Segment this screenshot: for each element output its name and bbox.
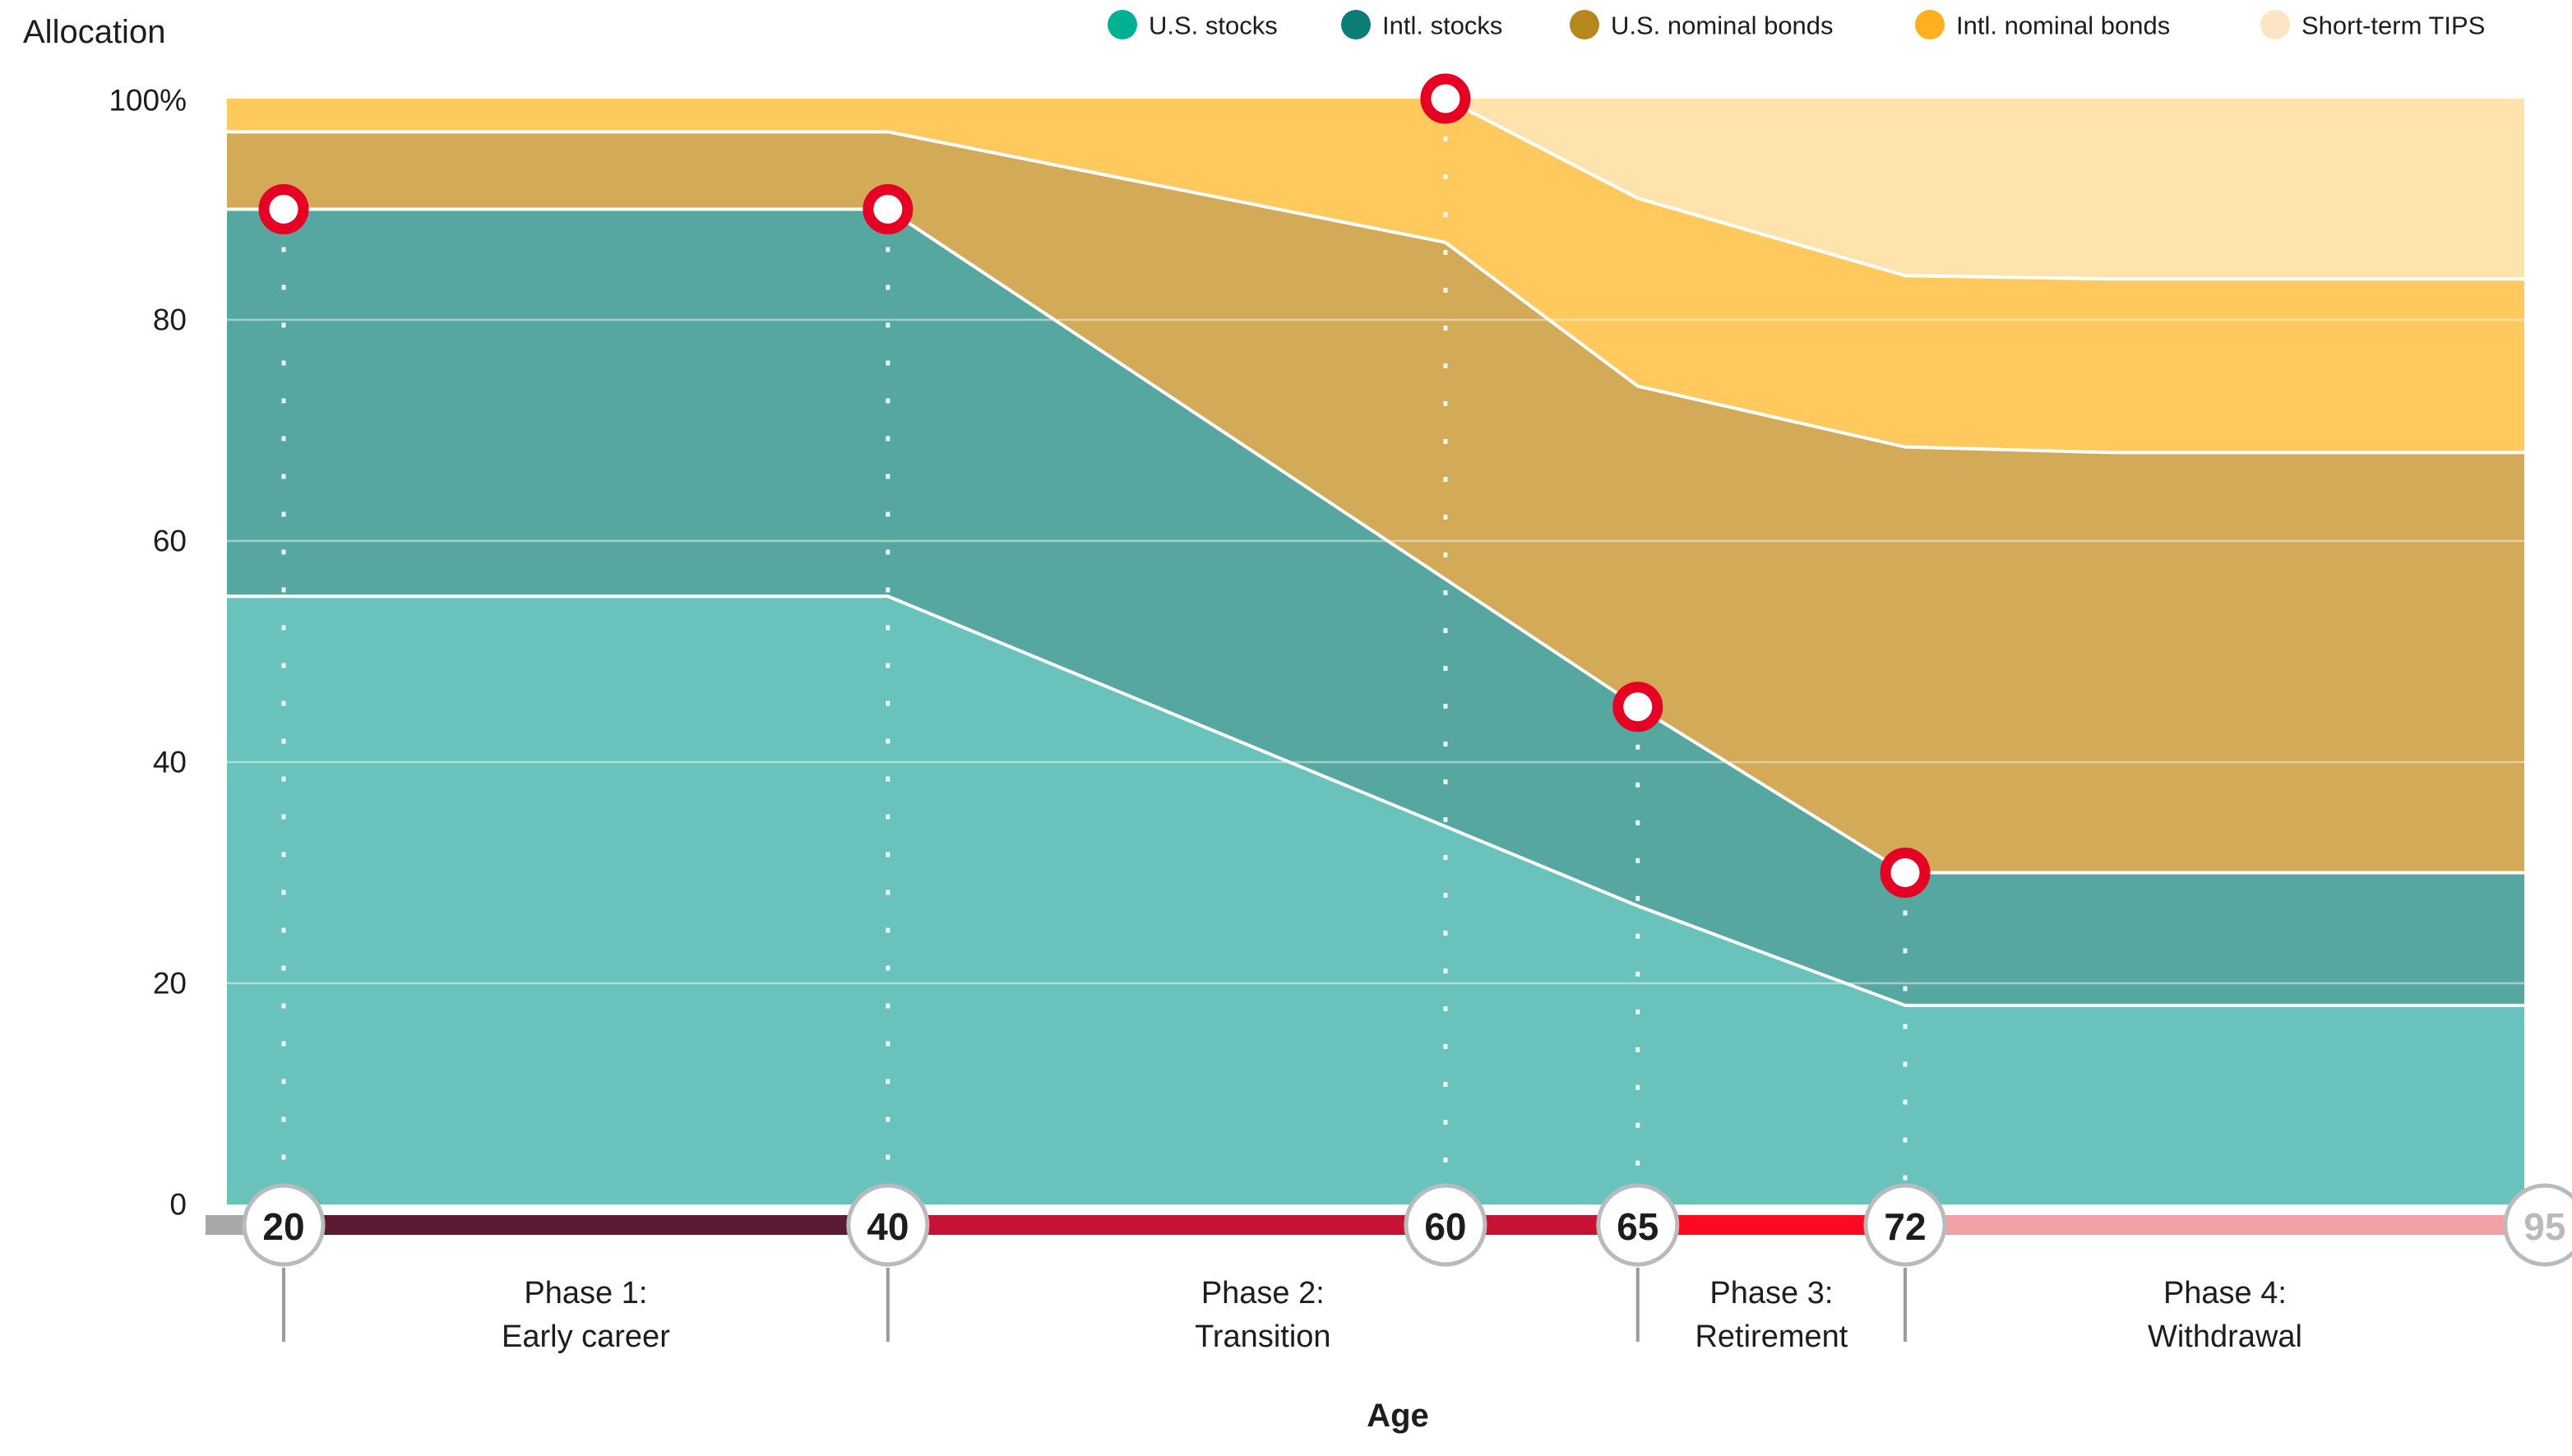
- age-circle-outline-40: [846, 1183, 930, 1267]
- legend-item-4[interactable]: Short-term TIPS: [2260, 10, 2485, 40]
- age-circle-outline-72: [1863, 1183, 1947, 1267]
- phase-label-2: Phase 2: Transition: [1195, 1276, 1330, 1354]
- boundary-line-us_stocks_top: [227, 594, 2524, 1007]
- gridlines: [227, 318, 2524, 985]
- y-tick-20: 20: [153, 967, 187, 1001]
- phase-label-4: Phase 4: Withdrawal: [2148, 1276, 2302, 1354]
- glide-marker-age-65[interactable]: [1612, 682, 1663, 733]
- age-circle-95[interactable]: 95: [2503, 1183, 2572, 1267]
- age-circle-label-60: 60: [1424, 1205, 1466, 1248]
- y-tick-0: 0: [169, 1188, 187, 1222]
- y-tick-60: 60: [153, 525, 187, 558]
- age-circle-label-40: 40: [867, 1205, 909, 1248]
- glide-marker-age-40[interactable]: [863, 184, 914, 234]
- age-circle-outline-60: [1404, 1183, 1487, 1267]
- legend-item-1[interactable]: Intl. stocks: [1341, 10, 1502, 40]
- legend-dot-3: [1915, 10, 1945, 39]
- y-tick-40: 40: [153, 746, 187, 779]
- y-axis-title: Allocation: [23, 14, 165, 50]
- y-tick-80: 80: [153, 303, 187, 337]
- age-circle-outline-20: [242, 1183, 326, 1267]
- age-circle-label-20: 20: [262, 1205, 304, 1248]
- age-circle-20[interactable]: 20: [242, 1183, 326, 1267]
- axis-segment-phase-1: [284, 1215, 888, 1235]
- y-tick-100%: 100%: [109, 84, 187, 118]
- age-circle-60[interactable]: 60: [1404, 1183, 1487, 1267]
- age-circle-label-65: 65: [1617, 1205, 1658, 1248]
- legend-item-2[interactable]: U.S. nominal bonds: [1570, 10, 1834, 40]
- stacked-areas: [227, 99, 2524, 1205]
- legend-dot-0: [1108, 10, 1137, 39]
- phase-divider-ticks: [282, 1268, 1908, 1342]
- age-circle-label-95: 95: [2523, 1205, 2565, 1248]
- glide-marker-age-60[interactable]: [1420, 73, 1471, 124]
- area-band-us_stocks_top: [227, 596, 2524, 1204]
- legend-label-3: Intl. nominal bonds: [1956, 12, 2170, 40]
- age-circle-outline-95: [2503, 1183, 2572, 1267]
- x-axis-title: Age: [1367, 1398, 1429, 1434]
- age-circle-outline-65: [1596, 1183, 1680, 1267]
- phase-label-1: Phase 1: Early career: [502, 1276, 670, 1354]
- legend-dot-4: [2260, 10, 2290, 39]
- legend-label-1: Intl. stocks: [1382, 12, 1502, 40]
- glide-point-markers: [258, 73, 1931, 898]
- legend-dot-1: [1341, 10, 1371, 39]
- phase-label-line2: Retirement: [1695, 1320, 1848, 1354]
- boundary-line-us_bonds_top: [227, 130, 2524, 455]
- legend-item-3[interactable]: Intl. nominal bonds: [1915, 10, 2170, 40]
- phase-label-line2: Withdrawal: [2148, 1320, 2302, 1354]
- phase-label-line1: Phase 4:: [2163, 1276, 2287, 1310]
- legend: U.S. stocks Intl. stocks U.S. nominal bond…: [1108, 10, 2485, 40]
- phase-label-line2: Transition: [1195, 1320, 1330, 1354]
- legend-dot-2: [1570, 10, 1599, 39]
- phase-label-line1: Phase 1:: [524, 1276, 647, 1310]
- age-circle-label-72: 72: [1884, 1205, 1926, 1248]
- glide-marker-age-72[interactable]: [1880, 848, 1931, 898]
- age-circle-72[interactable]: 72: [1863, 1183, 1947, 1267]
- legend-label-0: U.S. stocks: [1149, 12, 1278, 40]
- phase-label-3: Phase 3: Retirement: [1695, 1276, 1848, 1354]
- legend-label-4: Short-term TIPS: [2301, 12, 2485, 40]
- axis-segment-phase-2: [887, 1215, 1638, 1235]
- age-circle-65[interactable]: 65: [1596, 1183, 1680, 1267]
- legend-item-0[interactable]: U.S. stocks: [1108, 10, 1278, 40]
- age-axis-circles: 20 40 60 65 72 95: [242, 1183, 2572, 1267]
- phase-label-line1: Phase 3:: [1709, 1276, 1833, 1310]
- glide-marker-age-20[interactable]: [258, 184, 309, 234]
- age-axis-bar: [206, 1215, 2549, 1235]
- age-circle-40[interactable]: 40: [846, 1183, 930, 1267]
- phase-label-line2: Early career: [502, 1320, 670, 1354]
- axis-segment-phase-3: [1637, 1215, 1906, 1235]
- y-axis-tick-labels: 100% 80 60 40 20 0: [109, 84, 187, 1222]
- phase-label-line1: Phase 2:: [1201, 1276, 1325, 1310]
- legend-label-2: U.S. nominal bonds: [1611, 12, 1834, 40]
- axis-segment-phase-4: [1905, 1215, 2549, 1235]
- boundary-line-intl_bonds_top: [1445, 97, 2524, 281]
